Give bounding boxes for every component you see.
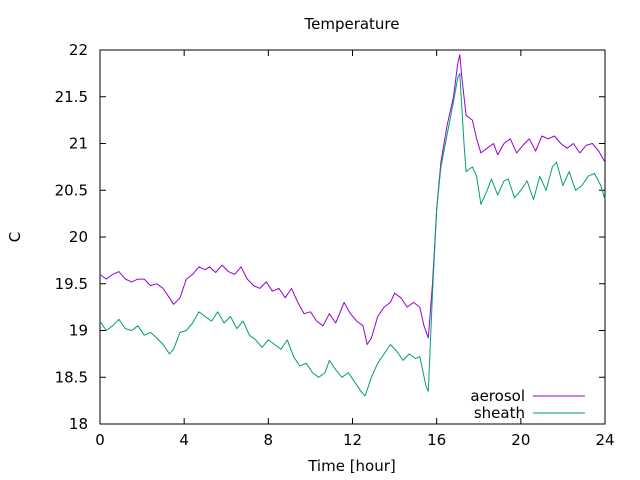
x-axis-label: Time [hour] [307, 457, 396, 475]
legend-label-aerosol: aerosol [470, 387, 525, 405]
y-tick-label: 20.5 [55, 181, 88, 199]
y-tick-label: 19 [69, 322, 88, 340]
y-tick-label: 18 [69, 415, 88, 433]
legend-label-sheath: sheath [474, 404, 525, 422]
plot-frame [99, 49, 606, 425]
x-tick-label: 24 [595, 431, 614, 449]
y-tick-label: 19.5 [55, 275, 88, 293]
y-tick-label: 18.5 [55, 368, 88, 386]
y-axis-label: C [6, 232, 24, 242]
series-line-sheath [99, 72, 606, 397]
x-tick-label: 16 [427, 431, 446, 449]
x-tick-label: 20 [511, 431, 530, 449]
series-line-aerosol [99, 54, 606, 345]
series-lines [99, 54, 606, 397]
y-tick-label: 21.5 [55, 88, 88, 106]
axes: 0 4 8 12 16 20 24 18 18.5 19 19.5 20 20.5 21 21.5 22 [55, 41, 615, 449]
x-tick-label: 8 [264, 431, 274, 449]
y-tick-label: 21 [69, 135, 88, 153]
y-tick-label: 22 [69, 41, 88, 59]
x-tick-label: 0 [95, 431, 105, 449]
y-tick-label: 20 [69, 228, 88, 246]
chart-title: Temperature [303, 15, 399, 33]
x-tick-label: 12 [343, 431, 362, 449]
x-tick-label: 4 [179, 431, 189, 449]
